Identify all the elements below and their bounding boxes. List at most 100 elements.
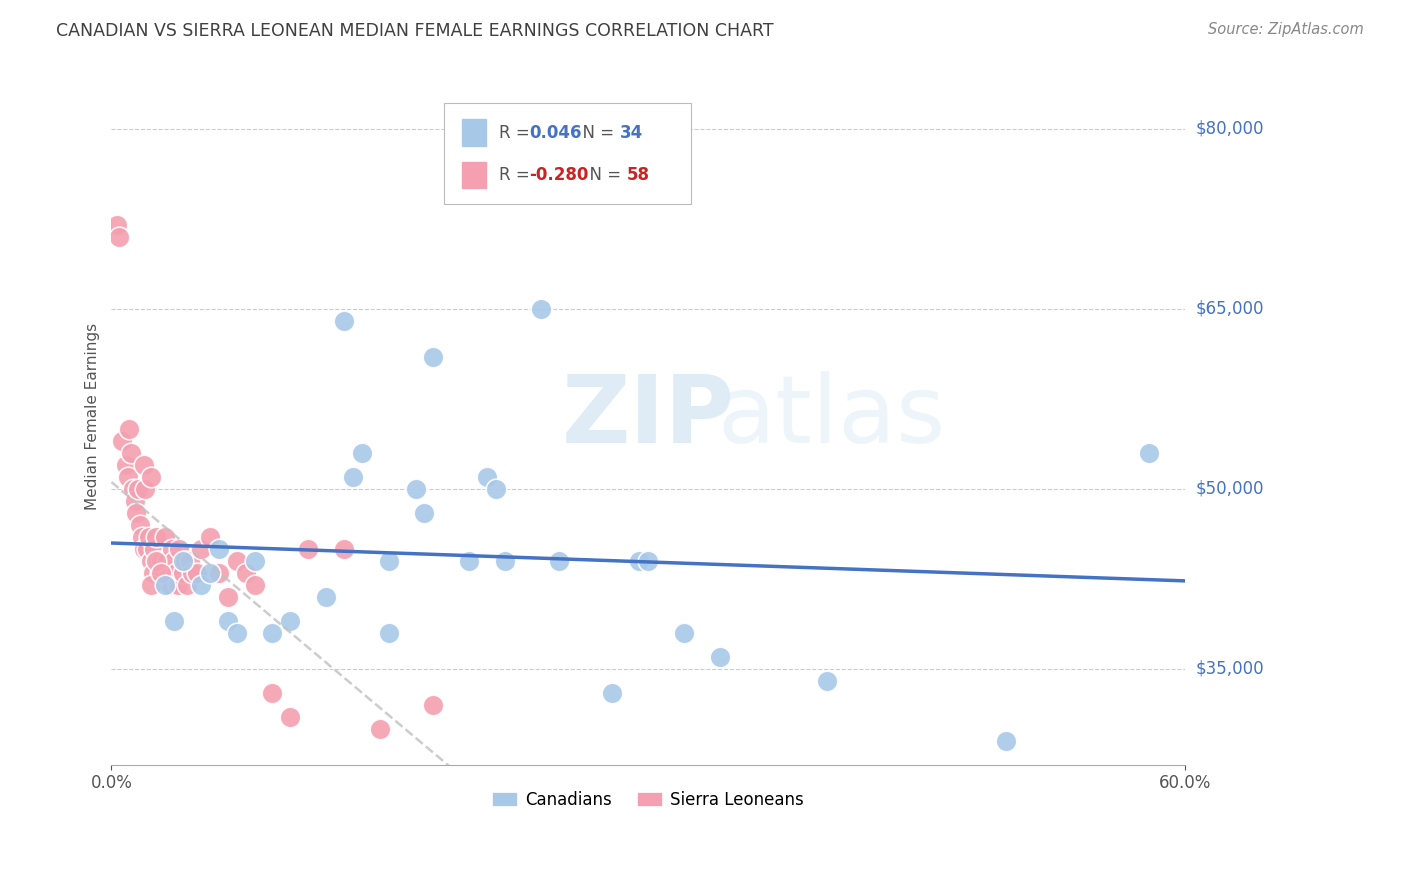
- Text: $35,000: $35,000: [1197, 659, 1264, 678]
- Point: [243, 577, 266, 591]
- Point: [149, 566, 172, 580]
- Point: [172, 553, 194, 567]
- Text: N =: N =: [579, 166, 627, 184]
- Point: [169, 541, 191, 556]
- Point: [127, 482, 149, 496]
- Point: [637, 553, 659, 567]
- Point: [297, 541, 319, 556]
- Point: [136, 541, 159, 556]
- Point: [217, 590, 239, 604]
- Point: [122, 482, 145, 496]
- Point: [129, 517, 152, 532]
- Point: [153, 529, 176, 543]
- Point: [179, 553, 201, 567]
- Point: [208, 566, 231, 580]
- Point: [672, 625, 695, 640]
- Point: [458, 553, 481, 567]
- Point: [176, 577, 198, 591]
- Point: [198, 529, 221, 543]
- FancyBboxPatch shape: [463, 120, 486, 145]
- Point: [160, 541, 183, 556]
- Point: [342, 469, 364, 483]
- Text: N =: N =: [572, 124, 619, 142]
- Point: [475, 469, 498, 483]
- Point: [139, 577, 162, 591]
- Point: [173, 553, 195, 567]
- Point: [159, 577, 181, 591]
- Point: [350, 445, 373, 459]
- Point: [132, 458, 155, 472]
- Point: [262, 625, 284, 640]
- Point: [131, 529, 153, 543]
- Text: $50,000: $50,000: [1197, 480, 1264, 498]
- Text: R =: R =: [499, 166, 534, 184]
- Point: [143, 541, 166, 556]
- Point: [190, 541, 212, 556]
- Point: [413, 506, 436, 520]
- Point: [278, 709, 301, 723]
- Point: [208, 541, 231, 556]
- Text: atlas: atlas: [718, 370, 946, 463]
- Y-axis label: Median Female Earnings: Median Female Earnings: [86, 323, 100, 510]
- Point: [150, 553, 173, 567]
- Point: [165, 566, 187, 580]
- Text: CANADIAN VS SIERRA LEONEAN MEDIAN FEMALE EARNINGS CORRELATION CHART: CANADIAN VS SIERRA LEONEAN MEDIAN FEMALE…: [56, 22, 773, 40]
- Point: [628, 553, 651, 567]
- Text: -0.280: -0.280: [529, 166, 588, 184]
- Point: [315, 590, 337, 604]
- Point: [333, 313, 356, 327]
- Point: [190, 577, 212, 591]
- Point: [157, 566, 180, 580]
- Point: [156, 553, 179, 567]
- Point: [152, 566, 174, 580]
- Text: R =: R =: [499, 124, 534, 142]
- Point: [262, 685, 284, 699]
- Point: [198, 566, 221, 580]
- Point: [118, 421, 141, 435]
- Point: [111, 434, 134, 448]
- Point: [146, 553, 169, 567]
- Legend: Canadians, Sierra Leoneans: Canadians, Sierra Leoneans: [485, 784, 811, 815]
- Point: [225, 625, 247, 640]
- Point: [114, 458, 136, 472]
- Text: 34: 34: [620, 124, 644, 142]
- Text: Source: ZipAtlas.com: Source: ZipAtlas.com: [1208, 22, 1364, 37]
- Point: [225, 553, 247, 567]
- Point: [117, 469, 139, 483]
- Point: [120, 445, 142, 459]
- Point: [547, 553, 569, 567]
- Point: [163, 614, 186, 628]
- Point: [709, 649, 731, 664]
- Point: [815, 673, 838, 688]
- Point: [1137, 445, 1160, 459]
- Point: [243, 553, 266, 567]
- Point: [377, 553, 399, 567]
- Point: [333, 541, 356, 556]
- Point: [278, 614, 301, 628]
- Point: [422, 698, 444, 712]
- Point: [138, 529, 160, 543]
- Point: [124, 493, 146, 508]
- Point: [139, 469, 162, 483]
- Point: [217, 614, 239, 628]
- Point: [405, 482, 427, 496]
- Point: [145, 553, 167, 567]
- Point: [172, 566, 194, 580]
- Point: [107, 229, 129, 244]
- Text: ZIP: ZIP: [562, 370, 735, 463]
- Point: [600, 685, 623, 699]
- Point: [166, 577, 188, 591]
- Point: [139, 553, 162, 567]
- FancyBboxPatch shape: [444, 103, 690, 204]
- Point: [145, 529, 167, 543]
- Point: [132, 541, 155, 556]
- Text: 58: 58: [627, 166, 650, 184]
- Point: [494, 553, 516, 567]
- Text: $65,000: $65,000: [1197, 300, 1264, 318]
- Point: [186, 566, 208, 580]
- Text: $80,000: $80,000: [1197, 120, 1264, 137]
- Point: [368, 722, 391, 736]
- Point: [180, 566, 202, 580]
- Point: [134, 482, 156, 496]
- FancyBboxPatch shape: [463, 161, 486, 188]
